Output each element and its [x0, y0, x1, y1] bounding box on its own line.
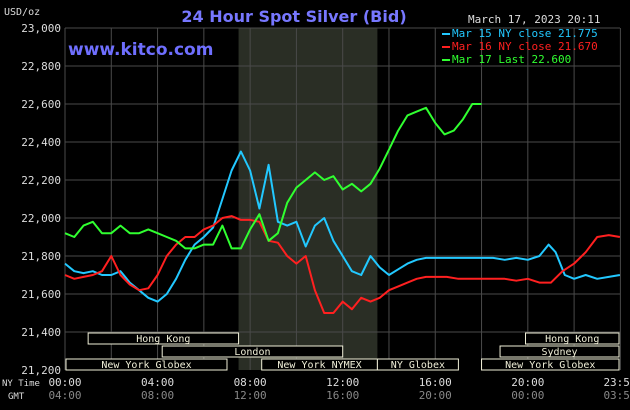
x-tick-label-gmt: 03:59 [603, 389, 630, 402]
y-tick-label: 23,000 [21, 22, 61, 35]
x-tick-label-ny: 00:00 [48, 376, 81, 389]
y-tick-label: 22,600 [21, 98, 61, 111]
x-tick-label-gmt: 12:00 [234, 389, 267, 402]
grid [64, 27, 621, 370]
x-tick-label-gmt: 04:00 [48, 389, 81, 402]
legend-mar16: Mar 16 NY close 21.670 [452, 40, 598, 53]
x-tick-label-ny: 20:00 [511, 376, 544, 389]
y-tick-label: 22,400 [21, 136, 61, 149]
session-label: Hong Kong [136, 334, 190, 345]
series-line [64, 103, 482, 250]
y-tick-label: 22,000 [21, 212, 61, 225]
x-tick-label-ny: 23:59 [603, 376, 630, 389]
session-label: NY Globex [391, 360, 445, 371]
y-tick-label: 21,200 [21, 364, 61, 377]
x-tick-label-gmt: 16:00 [326, 389, 359, 402]
market-session-bands: Hong Kong Hong Kong London Sydney New York G… [65, 332, 620, 371]
session-label: New York Globex [505, 360, 595, 371]
kitco-watermark: www.kitco.com [68, 40, 213, 60]
x-tick-label-gmt: 00:00 [511, 389, 544, 402]
session-band [481, 358, 620, 371]
session-band [376, 358, 459, 371]
y-tick-label: 22,200 [21, 174, 61, 187]
axis-ticks: 23,000 22,800 22,600 22,400 22,200 22,000 21,8… [21, 22, 630, 402]
session-band [87, 332, 240, 345]
x-tick-label-ny: 12:00 [326, 376, 359, 389]
x-tick-label-ny: 16:00 [419, 376, 452, 389]
y-tick-label: 21,400 [21, 326, 61, 339]
session-label: New York NYMEX [277, 360, 361, 371]
x-axis-label-ny: NY Time [2, 379, 40, 389]
x-tick-label-gmt: 08:00 [141, 389, 174, 402]
session-label: New York Globex [101, 360, 191, 371]
legend-mar15: Mar 15 NY close 21.775 [452, 27, 598, 40]
timestamp: March 17, 2023 20:11 [468, 13, 600, 26]
session-band [65, 358, 228, 371]
session-label: London [234, 347, 270, 358]
session-band [161, 345, 344, 358]
series-lines [64, 103, 621, 314]
chart-title: 24 Hour Spot Silver (Bid) [181, 7, 406, 26]
x-tick-label-ny: 08:00 [234, 376, 267, 389]
legend: Mar 15 NY close 21.775 Mar 16 NY close 2… [442, 27, 598, 66]
y-tick-label: 22,800 [21, 60, 61, 73]
x-tick-label-gmt: 20:00 [419, 389, 452, 402]
y-axis-unit-label: USD/oz [4, 7, 40, 18]
session-band [499, 345, 620, 358]
series-line [64, 150, 621, 303]
session-band [525, 332, 620, 345]
highlight-window [238, 28, 378, 370]
session-label: Sydney [541, 347, 577, 358]
y-tick-label: 21,800 [21, 250, 61, 263]
y-tick-label: 21,600 [21, 288, 61, 301]
session-label: Hong Kong [545, 334, 599, 345]
legend-mar17: Mar 17 Last 22.600 [452, 53, 571, 66]
x-axis-label-gmt: GMT [8, 392, 25, 402]
x-tick-label-ny: 04:00 [141, 376, 174, 389]
series-line [64, 215, 621, 314]
